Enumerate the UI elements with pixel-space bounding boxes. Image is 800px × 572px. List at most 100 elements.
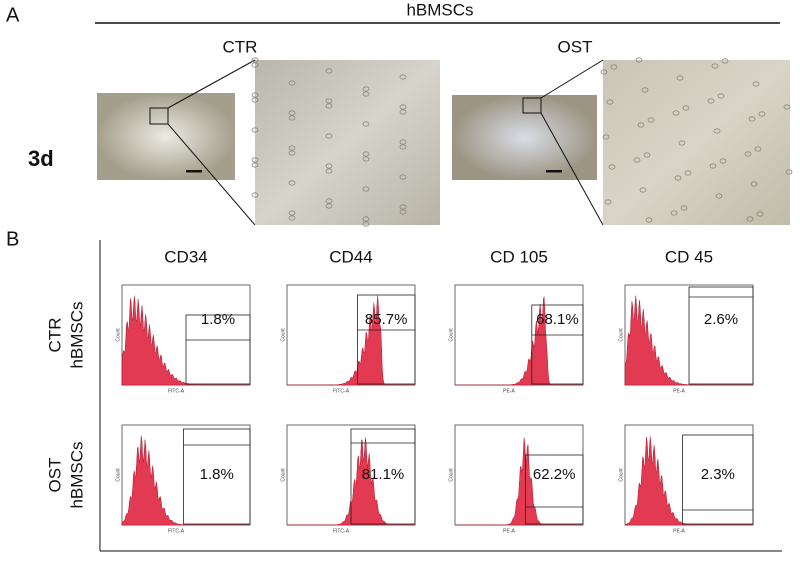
cell (670, 210, 678, 216)
cell (251, 92, 259, 98)
zoom-box (522, 97, 542, 114)
cell (399, 104, 407, 110)
cell (707, 98, 715, 104)
gate (183, 428, 251, 525)
x-axis-label: FITC-A (168, 388, 185, 394)
plot-frame (286, 284, 416, 386)
gate (531, 304, 584, 385)
percentage: 2.3% (701, 466, 735, 483)
y-axis-label: Count (448, 328, 454, 342)
cell (399, 109, 407, 115)
micrograph (452, 95, 597, 180)
cell (672, 110, 680, 116)
cell (251, 127, 259, 133)
cell (325, 163, 333, 169)
histogram (624, 295, 753, 386)
cell (783, 104, 791, 110)
histogram (121, 435, 250, 526)
gate (525, 454, 584, 525)
cell (288, 210, 296, 216)
x-axis-label: PE-A (673, 388, 685, 394)
row-label: hBMSCs (67, 441, 86, 508)
condition-label: CTR (223, 37, 258, 56)
cell (746, 216, 754, 222)
percentage: 68.1% (536, 311, 579, 328)
histogram (455, 296, 583, 386)
x-axis-label: PE-A (503, 388, 515, 394)
cell (399, 174, 407, 180)
cell (288, 80, 296, 86)
cell (362, 156, 370, 162)
micrograph-zoom (255, 60, 440, 225)
cell (752, 81, 760, 87)
cell (744, 151, 752, 157)
cell (362, 121, 370, 127)
percentage: 1.8% (201, 311, 235, 328)
cell (325, 98, 333, 104)
cell (758, 111, 766, 117)
cell (399, 139, 407, 145)
cell (610, 64, 618, 70)
y-axis-label: Count (115, 328, 121, 342)
cell (717, 93, 725, 99)
timepoint-label: 3d (28, 146, 54, 171)
cell (362, 86, 370, 92)
cell (362, 216, 370, 222)
y-axis-label: Count (280, 328, 286, 342)
cell (288, 145, 296, 151)
cell (680, 205, 688, 211)
marker-label: CD34 (164, 247, 207, 266)
cell (645, 217, 653, 223)
cell (399, 144, 407, 150)
cell (399, 209, 407, 215)
micrograph (97, 93, 235, 180)
zoom-line (540, 59, 604, 99)
histogram (287, 295, 415, 386)
cell (719, 158, 727, 164)
scale-bar (546, 170, 562, 173)
cell (602, 134, 610, 140)
gate (688, 286, 754, 385)
cell (362, 151, 370, 157)
x-axis-label: FITC-A (333, 388, 350, 394)
cell (606, 99, 614, 105)
cell (399, 204, 407, 210)
cell (647, 117, 655, 123)
cell (325, 168, 333, 174)
cell (362, 186, 370, 192)
cell (251, 192, 259, 198)
panel-label: A (6, 4, 20, 26)
cell (604, 199, 612, 205)
cell (684, 170, 692, 176)
cell (251, 162, 259, 168)
row-label: hBMSCs (67, 301, 86, 368)
cell (251, 62, 259, 68)
cell (635, 57, 643, 63)
marker-label: CD44 (329, 247, 372, 266)
cell (325, 133, 333, 139)
cell (288, 150, 296, 156)
cell (682, 105, 690, 111)
percentage: 1.8% (200, 466, 234, 483)
cell (674, 175, 682, 181)
y-axis-label: Count (280, 468, 286, 482)
cell (711, 63, 719, 69)
cell (754, 146, 762, 152)
cell (721, 58, 729, 64)
zoom-line (167, 59, 256, 109)
cell (756, 211, 764, 217)
cell (678, 140, 686, 146)
group-title: hBMSCs (406, 0, 473, 19)
gate (356, 294, 416, 385)
cell (288, 110, 296, 116)
cell (288, 180, 296, 186)
cell (608, 164, 616, 170)
scale-bar (186, 170, 202, 173)
cell (325, 198, 333, 204)
y-axis-label: Count (448, 468, 454, 482)
y-axis-label: Count (618, 328, 624, 342)
marker-label: CD 45 (665, 247, 713, 266)
cell (750, 181, 758, 187)
cell (785, 169, 793, 175)
x-axis-label: PE-A (673, 528, 685, 534)
